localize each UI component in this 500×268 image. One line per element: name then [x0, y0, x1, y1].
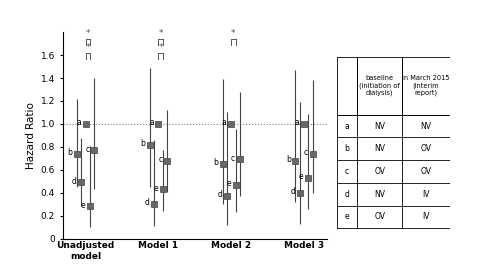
Text: b: b — [213, 158, 218, 167]
Text: OV: OV — [374, 167, 385, 176]
Text: IV: IV — [422, 190, 430, 199]
Text: OV: OV — [374, 212, 385, 221]
Text: c: c — [231, 154, 235, 163]
Text: *: * — [231, 29, 235, 38]
Text: d: d — [144, 199, 150, 207]
Text: a: a — [344, 122, 349, 131]
Text: e: e — [344, 212, 349, 221]
Text: c: c — [158, 155, 162, 164]
Text: *: * — [158, 29, 163, 38]
Text: a: a — [76, 118, 81, 127]
Text: c: c — [344, 167, 349, 176]
Text: NV: NV — [374, 190, 385, 199]
Text: in March 2015
(interim
report): in March 2015 (interim report) — [402, 75, 450, 96]
Text: b: b — [140, 139, 145, 148]
Text: *: * — [158, 43, 163, 52]
Text: d: d — [72, 177, 76, 186]
Text: e: e — [299, 172, 304, 181]
Text: a: a — [294, 118, 300, 127]
Text: a: a — [222, 118, 226, 127]
Text: b: b — [344, 144, 349, 153]
Text: b: b — [68, 148, 72, 157]
Text: NV: NV — [420, 122, 432, 131]
Text: NV: NV — [374, 144, 385, 153]
Text: *: * — [86, 43, 90, 52]
Y-axis label: Hazard Ratio: Hazard Ratio — [26, 102, 36, 169]
Text: b: b — [286, 155, 290, 164]
Text: NV: NV — [374, 122, 385, 131]
Text: OV: OV — [420, 144, 432, 153]
Text: IV: IV — [422, 212, 430, 221]
Text: e: e — [154, 184, 158, 193]
Text: *: * — [86, 29, 90, 38]
Text: a: a — [149, 118, 154, 127]
Text: d: d — [290, 187, 295, 196]
Text: d: d — [218, 191, 222, 199]
Text: d: d — [344, 190, 349, 199]
Text: c: c — [304, 148, 308, 157]
Text: OV: OV — [420, 167, 432, 176]
Text: baseline
(initiation of
dialysis): baseline (initiation of dialysis) — [360, 75, 400, 96]
Text: e: e — [80, 201, 86, 210]
Text: c: c — [86, 145, 89, 154]
Text: e: e — [226, 179, 231, 188]
